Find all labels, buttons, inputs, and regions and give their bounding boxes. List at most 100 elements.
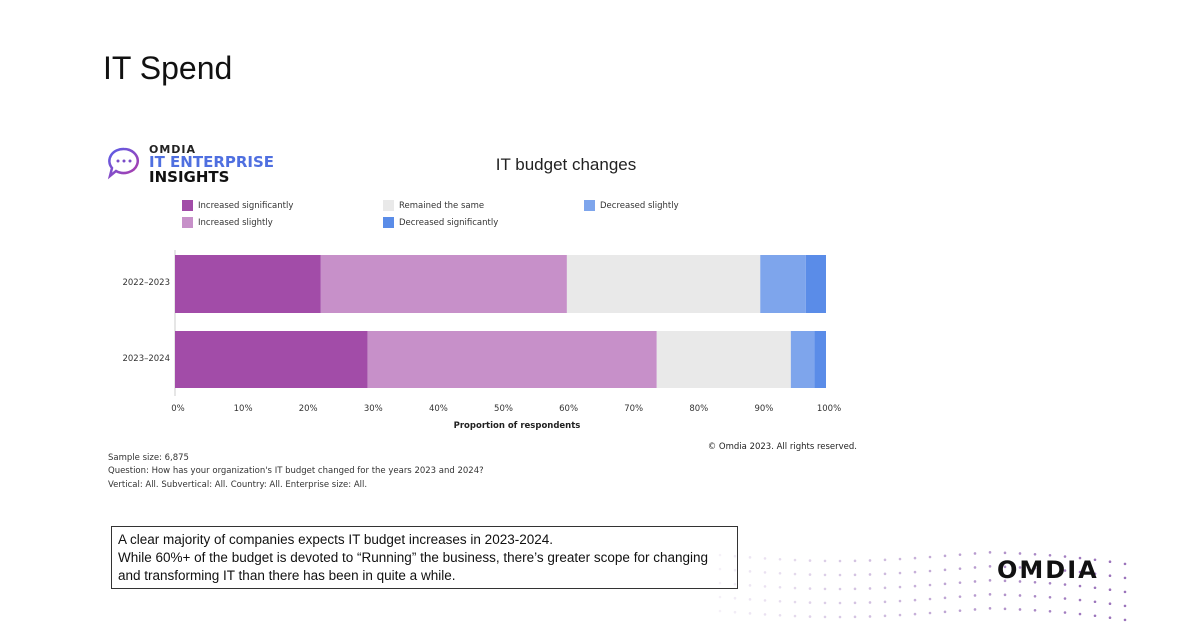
decor-dot [1033, 580, 1037, 584]
decor-dot [1048, 553, 1052, 557]
legend-label: Decreased significantly [399, 217, 499, 228]
decor-dot [718, 553, 722, 557]
decor-dot [898, 613, 902, 617]
decor-dot [718, 609, 722, 613]
decor-dot [1123, 576, 1127, 580]
decor-dot [1078, 556, 1082, 560]
decor-dot [853, 615, 857, 619]
bar-segment [805, 255, 826, 313]
bar-segment [814, 331, 826, 388]
decor-dot [778, 586, 782, 589]
decor-dot [748, 612, 752, 615]
decor-dot [718, 595, 722, 599]
bar-segment [320, 255, 567, 313]
decor-dot [763, 599, 767, 602]
decor-dot [928, 597, 932, 601]
bar-segment [760, 255, 806, 313]
decor-dot [1093, 614, 1097, 618]
decor-dot [973, 552, 977, 555]
legend-label: Increased slightly [198, 217, 273, 228]
decor-dot [1078, 570, 1082, 574]
x-tick-label: 20% [298, 404, 318, 414]
legend-item: Remained the same [383, 200, 484, 211]
decor-dot [928, 611, 932, 615]
decor-dot [868, 601, 872, 604]
x-tick-label: 80% [689, 404, 709, 414]
x-tick-label: 100% [816, 404, 842, 414]
x-axis-title: Proportion of respondents [453, 421, 581, 431]
decor-dot [838, 601, 842, 605]
legend-swatch [182, 200, 193, 211]
decor-dot [883, 558, 887, 562]
chat-bubble-icon [107, 147, 139, 180]
x-tick-label: 50% [494, 404, 513, 414]
decor-dot [1048, 581, 1052, 585]
decor-dot [748, 598, 752, 601]
decor-dot [943, 582, 947, 586]
x-tick-label: 0% [171, 404, 185, 414]
decor-dot [883, 614, 887, 618]
decor-dot [1063, 583, 1067, 586]
decor-dot [793, 614, 797, 618]
bar-segment [656, 331, 791, 388]
decor-dot [913, 556, 917, 560]
decor-dot [958, 581, 962, 584]
decor-dot [838, 573, 842, 577]
callout-line: While 60%+ of the budget is devoted to “… [118, 550, 708, 583]
decor-dot [898, 571, 902, 575]
decor-dot [1108, 560, 1112, 563]
legend-label: Remained the same [399, 200, 485, 211]
decor-dot [838, 615, 842, 619]
x-tick-label: 10% [233, 404, 253, 414]
omdia-footer-logo: OMDIA [997, 556, 1099, 584]
decor-dot [883, 586, 887, 590]
decor-dot [853, 559, 857, 563]
decor-dot [943, 610, 947, 614]
legend-swatch [584, 200, 595, 211]
decor-dot [988, 593, 992, 596]
decor-dot [733, 568, 737, 572]
decor-dot [1093, 600, 1097, 604]
decor-dot [868, 615, 872, 618]
decor-dot [1048, 567, 1052, 571]
decor-dot [1018, 566, 1022, 569]
decor-dot [823, 601, 827, 605]
decor-dot [988, 607, 992, 610]
decor-dot [823, 587, 827, 591]
decor-dot [943, 568, 947, 572]
decor-dot [928, 569, 932, 573]
decor-dot [883, 600, 887, 604]
decor-dot [808, 615, 812, 618]
decor-dot [1078, 598, 1082, 602]
legend-swatch [383, 200, 394, 211]
decor-dot [763, 557, 767, 560]
decor-dot [1108, 588, 1112, 591]
decor-dot [958, 567, 962, 570]
bar-segment [790, 331, 815, 388]
decor-dot [1123, 604, 1127, 608]
decor-dot [943, 596, 947, 600]
decor-dot [733, 582, 737, 586]
legend-swatch [182, 217, 193, 228]
decor-dot [808, 587, 812, 590]
decor-dot [748, 556, 752, 559]
decor-dot [1093, 558, 1097, 562]
decor-dot [778, 600, 782, 603]
bar-segment [566, 255, 761, 313]
decor-dot [748, 584, 752, 587]
decor-dot [898, 599, 902, 603]
decor-dot [928, 555, 932, 559]
decor-dot [733, 554, 737, 558]
decor-dot [838, 559, 842, 563]
category-label: 2023–2024 [122, 353, 170, 364]
legend-label: Decreased slightly [600, 200, 679, 211]
decor-dot [1003, 565, 1007, 569]
sample-size-note: Sample size: 6,875 [108, 453, 189, 463]
decor-dot [973, 608, 977, 611]
decor-dot [793, 572, 797, 576]
decor-dot [1018, 552, 1022, 555]
decor-dot [1063, 569, 1067, 572]
filter-note: Vertical: All. Subvertical: All. Country… [108, 480, 368, 490]
decor-dot [808, 573, 812, 576]
decor-dot [808, 601, 812, 604]
